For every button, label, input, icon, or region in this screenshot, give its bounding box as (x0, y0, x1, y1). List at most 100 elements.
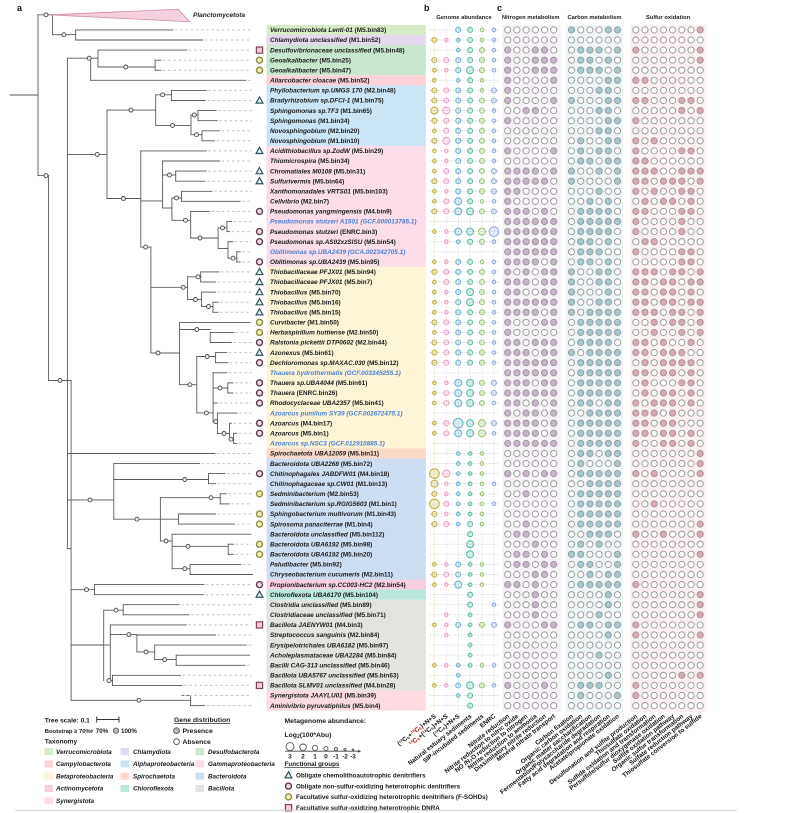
svg-text:Planctomycetota: Planctomycetota (193, 12, 245, 19)
svg-text:Aliarcobacter cloacae (M5.bin5: Aliarcobacter cloacae (M5.bin52) (269, 78, 369, 85)
svg-text:Bradyrhizobium sp.DFCI-1 (M1.b: Bradyrhizobium sp.DFCI-1 (M1.bin75) (270, 98, 384, 105)
svg-text:-1: -1 (333, 754, 339, 761)
svg-text:Phyllobacterium sp.UMGS 170 (M: Phyllobacterium sp.UMGS 170 (M2.bin48) (270, 88, 396, 95)
svg-text:Metagenome abundance:: Metagenome abundance: (285, 718, 367, 725)
svg-text:Bacteroidota UBA6192 (M5.bin98: Bacteroidota UBA6192 (M5.bin98) (270, 541, 372, 548)
svg-text:Paludibacter (M5.bin92): Paludibacter (M5.bin92) (270, 562, 342, 569)
svg-text:Functional groups: Functional groups (285, 761, 340, 768)
svg-text:Azonexus (M5.bin61): Azonexus (M5.bin61) (269, 350, 334, 357)
svg-text:Bacteroidota UBA6192 (M5.bin20: Bacteroidota UBA6192 (M5.bin20) (270, 552, 372, 559)
svg-text:Nitrogen metabolism: Nitrogen metabolism (502, 15, 560, 21)
svg-text:Verrucomicrobiota: Verrucomicrobiota (56, 749, 112, 756)
svg-text:Sulfurivermis (M5.bin64): Sulfurivermis (M5.bin64) (270, 178, 344, 185)
svg-text:Sedminibacterium (M2.bin53): Sedminibacterium (M2.bin53) (270, 491, 359, 498)
svg-text:Thauera hydrothermalis (GCF.00: Thauera hydrothermalis (GCF.003345255.1) (270, 370, 401, 377)
svg-text:0: 0 (324, 754, 328, 761)
svg-text:Chromatiales M0108 (M5.bin31): Chromatiales M0108 (M5.bin31) (270, 168, 365, 175)
svg-text:Chryseobacterium cucumeris (M2: Chryseobacterium cucumeris (M2.bin11) (270, 572, 393, 579)
svg-text:Acidithiobacillus sp.ZodW (M5.: Acidithiobacillus sp.ZodW (M5.bin29) (269, 148, 383, 155)
svg-text:Herbaspirillum huttiense (M2.b: Herbaspirillum huttiense (M2.bin50) (270, 330, 378, 337)
svg-text:Tree scale: 0.1: Tree scale: 0.1 (45, 717, 90, 724)
svg-text:Log2(100*Abu): Log2(100*Abu) (285, 732, 332, 740)
svg-text:Sedminibacterium sp.RGIG5603 (: Sedminibacterium sp.RGIG5603 (M1.bin1) (270, 501, 397, 508)
svg-text:Bacillota SLMV01 unclassified: Bacillota SLMV01 unclassified (M4.bin28) (270, 683, 395, 690)
svg-text:Curvibacter (M1.bin50): Curvibacter (M1.bin50) (270, 320, 339, 327)
svg-text:Chloroflexota UBA6170 (M5.bin1: Chloroflexota UBA6170 (M5.bin104) (270, 592, 378, 599)
svg-text:Xanthomonadales VRTS01 (M5.bin: Xanthomonadales VRTS01 (M5.bin103) (269, 189, 388, 196)
svg-text:Bootstrap ≥ 70%:: Bootstrap ≥ 70%: (45, 729, 93, 735)
svg-text:Thauera (ENRC.bin26): Thauera (ENRC.bin26) (270, 390, 337, 397)
svg-text:Synergistota JAAYLU01 (M5.bin3: Synergistota JAAYLU01 (M5.bin39) (270, 693, 376, 700)
svg-text:Bacteroidota: Bacteroidota (208, 773, 247, 780)
svg-text:3: 3 (288, 754, 292, 761)
svg-text:Cellvibrio (M2.bin7): Cellvibrio (M2.bin7) (270, 199, 329, 206)
svg-text:Genome abundance: Genome abundance (436, 15, 492, 21)
svg-text:Chitinophagales JABDFW01 (M4.b: Chitinophagales JABDFW01 (M4.bin18) (270, 471, 389, 478)
svg-text:Bacillota UBA5767 unclassified: Bacillota UBA5767 unclassified (M5.bin63… (270, 673, 399, 680)
svg-text:Geoalkalibacter (M5.bin47): Geoalkalibacter (M5.bin47) (270, 67, 351, 74)
svg-text:Sphingomonas (M1.bin34): Sphingomonas (M1.bin34) (270, 118, 350, 125)
svg-text:Thiomicrospira (M5.bin34): Thiomicrospira (M5.bin34) (270, 158, 350, 165)
svg-text:Taxonomy: Taxonomy (45, 739, 78, 746)
svg-text:Bacteroidota UBA2268 (M5.bin72: Bacteroidota UBA2268 (M5.bin72) (270, 461, 372, 468)
svg-text:a: a (17, 3, 23, 13)
svg-text:-2: -2 (342, 754, 348, 761)
svg-text:Campylobacterota: Campylobacterota (56, 761, 111, 768)
svg-text:Bacillota: Bacillota (208, 786, 235, 793)
svg-text:c: c (497, 3, 502, 13)
svg-text:b: b (424, 3, 430, 13)
svg-text:Sphingobacterium multivorum (M: Sphingobacterium multivorum (M1.bin43) (270, 511, 396, 518)
svg-text:Azoarcus pumilum SY39 (GCF.002: Azoarcus pumilum SY39 (GCF.002672475.1) (269, 410, 402, 417)
svg-text:Facultative sulfur-oxidizing h: Facultative sulfur-oxidizing heterotroph… (296, 794, 488, 801)
svg-text:Synergistota: Synergistota (56, 798, 95, 805)
svg-text:Betaproteobacteria: Betaproteobacteria (56, 773, 114, 780)
svg-text:Geoalkalibacter (M5.bin25): Geoalkalibacter (M5.bin25) (270, 57, 351, 64)
svg-text:Actinomycetota: Actinomycetota (55, 786, 104, 793)
svg-text:1: 1 (313, 754, 317, 761)
svg-text:Carbon metabolism: Carbon metabolism (567, 15, 621, 21)
svg-text:Thiobacillus (M5.bin70): Thiobacillus (M5.bin70) (270, 289, 341, 296)
svg-text:Pseudomonas sp.AS02xzSISU (M5.: Pseudomonas sp.AS02xzSISU (M5.bin54) (270, 239, 396, 246)
svg-text:Thiobacillaceae PFJX01 (M5.bin: Thiobacillaceae PFJX01 (M5.bin94) (270, 269, 376, 276)
svg-text:Rhodocyclaceae UBA2357 (M5.bin: Rhodocyclaceae UBA2357 (M5.bin41) (270, 400, 384, 407)
svg-text:Pseudomonas yangmingensis (M4.: Pseudomonas yangmingensis (M4.bin9) (270, 209, 392, 216)
svg-text:Azoarcus (M4.bin17): Azoarcus (M4.bin17) (269, 420, 332, 427)
svg-text:Clostridia unclassified (M5.bi: Clostridia unclassified (M5.bin89) (270, 602, 372, 609)
svg-text:Alphaproteobacteria: Alphaproteobacteria (132, 761, 195, 768)
svg-text:Propionibacterium sp.CC003-HC2: Propionibacterium sp.CC003-HC2 (M2.bin54… (270, 582, 406, 589)
svg-text:Erysipelotrichales UBA6182 (M5: Erysipelotrichales UBA6182 (M5.bin97) (270, 642, 388, 649)
svg-text:Thiobacillus (M5.bin15): Thiobacillus (M5.bin15) (270, 310, 341, 317)
svg-text:Dechloromonas sp.MAXAC.030 (M5: Dechloromonas sp.MAXAC.030 (M5.bin12) (270, 360, 399, 367)
svg-text:Presence: Presence (183, 728, 213, 735)
svg-text:Thiobacillaceae PFJX01 (M5.bin: Thiobacillaceae PFJX01 (M5.bin7) (270, 279, 372, 286)
svg-text:Chloroflexota: Chloroflexota (133, 786, 174, 793)
svg-text:Streptococcus sanguinis (M2.bi: Streptococcus sanguinis (M2.bin84) (270, 632, 379, 639)
svg-text:Azoarcus sp.NSC3 (GCF.01291088: Azoarcus sp.NSC3 (GCF.012910885.1) (269, 441, 385, 448)
svg-text:Chitinophagaceae sp.CW01 (M1.b: Chitinophagaceae sp.CW01 (M1.bin13) (270, 481, 387, 488)
svg-text:Facultative sulfur-oxidizing h: Facultative sulfur-oxidizing heterotroph… (296, 805, 440, 812)
svg-text:Clostridiaceae unclassified (M: Clostridiaceae unclassified (M5.bin71) (270, 612, 386, 619)
svg-text:Aminivibrio pyruvatiphilus (M5: Aminivibrio pyruvatiphilus (M5.bin4) (269, 703, 380, 710)
svg-text:Bacilli CAG-313 unclassified (: Bacilli CAG-313 unclassified (M5.bin46) (270, 663, 390, 670)
svg-text:Gammaproteobacteria: Gammaproteobacteria (208, 761, 275, 768)
svg-text:-3: -3 (350, 754, 356, 761)
svg-text:Sphingomonas sp.TF3 (M1.bin65): Sphingomonas sp.TF3 (M1.bin65) (270, 108, 372, 115)
svg-text:Spirochaetota: Spirochaetota (133, 773, 175, 780)
svg-text:Obligate chemolithoautotrophic: Obligate chemolithoautotrophic denitrifi… (296, 773, 426, 780)
svg-text:Absence: Absence (183, 739, 212, 746)
svg-text:Novosphingobium (M2.bin20): Novosphingobium (M2.bin20) (270, 128, 359, 135)
svg-text:70%: 70% (96, 728, 109, 735)
svg-text:Spirochaetota UBA12059 (M5.bin: Spirochaetota UBA12059 (M5.bin11) (270, 451, 379, 458)
svg-text:Novosphingobium (M1.bin10): Novosphingobium (M1.bin10) (270, 138, 359, 145)
svg-text:Acholeplasmataceae UBA2284 (M5: Acholeplasmataceae UBA2284 (M5.bin84) (269, 652, 396, 659)
svg-text:Pseudomonas stutzeri A1501 (GC: Pseudomonas stutzeri A1501 (GCF.00001378… (270, 219, 416, 226)
svg-text:Ralstonia pickettii DTP0602 (M: Ralstonia pickettii DTP0602 (M2.bin44) (270, 340, 387, 347)
svg-text:Chlamydiota: Chlamydiota (133, 749, 171, 756)
svg-text:Sulfur oxidation: Sulfur oxidation (646, 15, 691, 21)
svg-text:Pseudomonas stutzeri (ENRC.bin: Pseudomonas stutzeri (ENRC.bin3) (270, 229, 377, 236)
svg-text:Gene distribution: Gene distribution (174, 717, 230, 724)
svg-text:Chlamydiota unclassified (M1.b: Chlamydiota unclassified (M1.bin52) (270, 37, 380, 44)
svg-text:Verrucomicrobiota Lenti-01 (M5: Verrucomicrobiota Lenti-01 (M5.bin83) (270, 27, 386, 34)
svg-text:Thauera sp.UBA4044 (M5.bin61): Thauera sp.UBA4044 (M5.bin61) (270, 380, 367, 387)
svg-text:Desulfovibrionaceae unclassifi: Desulfovibrionaceae unclassified (M5.bin… (270, 47, 405, 54)
